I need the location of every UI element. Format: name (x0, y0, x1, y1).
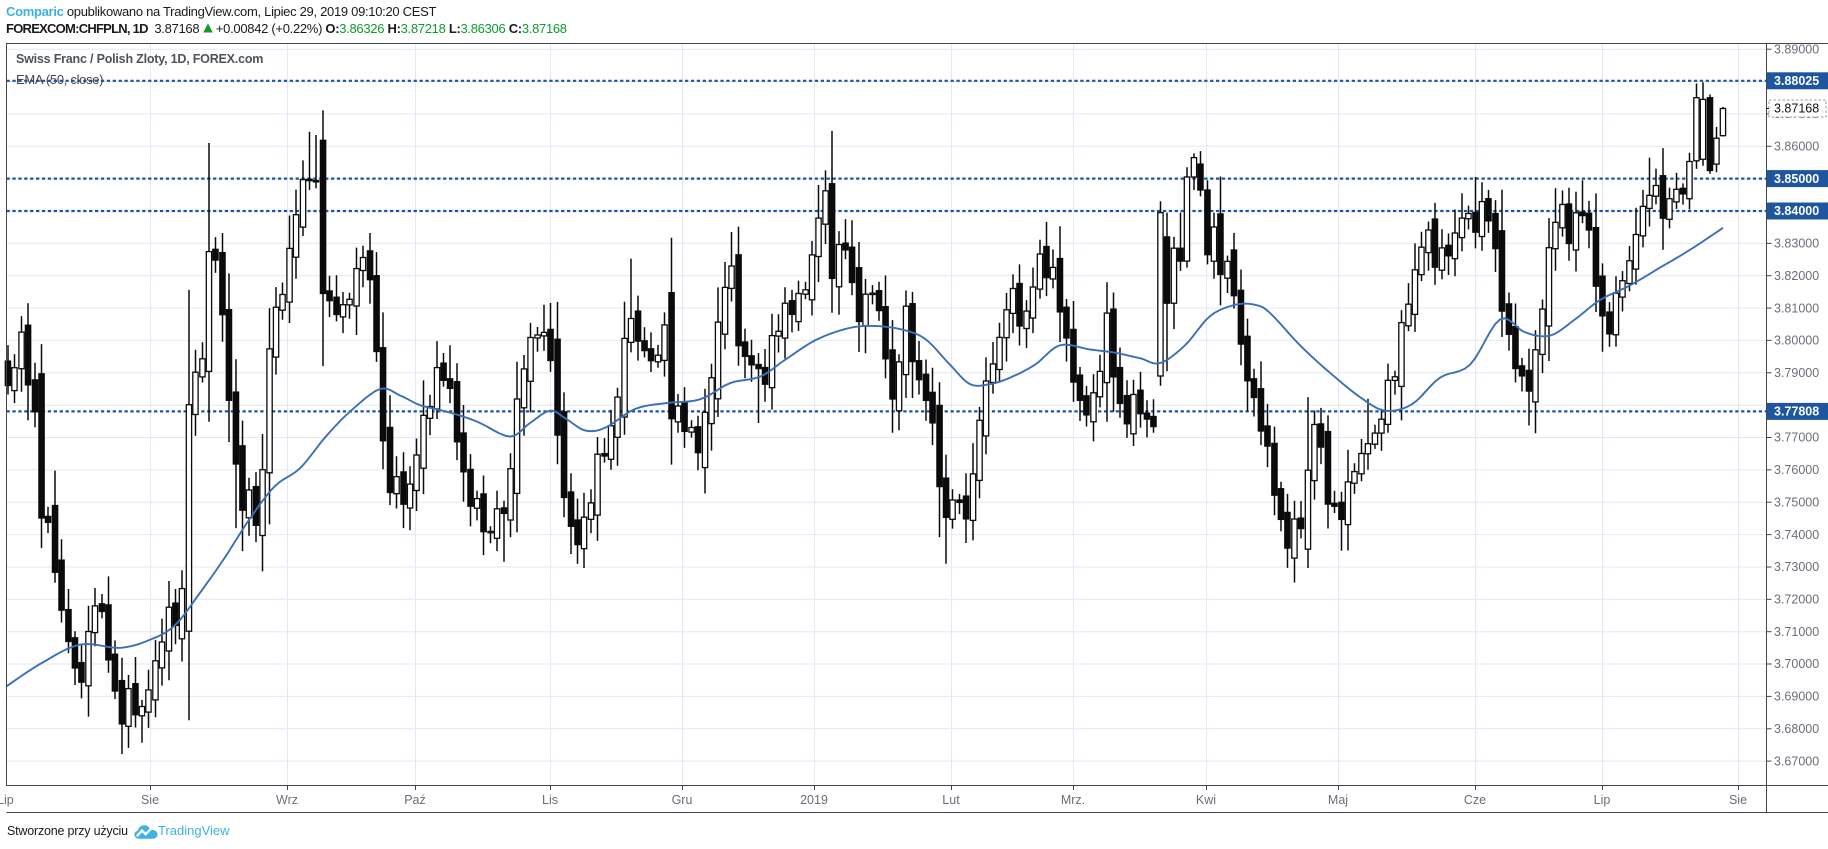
svg-text:3.72000: 3.72000 (1774, 593, 1819, 607)
svg-text:Cze: Cze (1464, 793, 1486, 807)
svg-text:3.67000: 3.67000 (1774, 754, 1819, 768)
svg-text:3.68000: 3.68000 (1774, 722, 1819, 736)
svg-text:Kwi: Kwi (1196, 793, 1216, 807)
svg-text:Paź: Paź (404, 793, 426, 807)
svg-text:3.75000: 3.75000 (1774, 495, 1819, 509)
svg-text:3.69000: 3.69000 (1774, 690, 1819, 704)
svg-text:3.81000: 3.81000 (1774, 301, 1819, 315)
svg-text:Lip: Lip (0, 793, 14, 807)
svg-text:3.82000: 3.82000 (1774, 269, 1819, 283)
svg-text:3.80000: 3.80000 (1774, 334, 1819, 348)
svg-text:3.77000: 3.77000 (1774, 431, 1819, 445)
svg-text:3.87168: 3.87168 (1774, 102, 1819, 116)
svg-text:3.74000: 3.74000 (1774, 528, 1819, 542)
svg-text:Gru: Gru (672, 793, 693, 807)
svg-text:2019: 2019 (800, 793, 828, 807)
svg-text:3.77808: 3.77808 (1774, 405, 1819, 419)
svg-text:Maj: Maj (1328, 793, 1348, 807)
svg-text:Wrz: Wrz (276, 793, 298, 807)
svg-text:Sie: Sie (1729, 793, 1747, 807)
svg-text:Lip: Lip (1594, 793, 1611, 807)
svg-text:3.83000: 3.83000 (1774, 237, 1819, 251)
svg-text:3.70000: 3.70000 (1774, 657, 1819, 671)
svg-text:Lut: Lut (942, 793, 960, 807)
svg-text:3.76000: 3.76000 (1774, 463, 1819, 477)
svg-text:3.88025: 3.88025 (1774, 74, 1819, 88)
svg-text:Mrz.: Mrz. (1061, 793, 1085, 807)
svg-text:Lis: Lis (542, 793, 558, 807)
svg-text:3.71000: 3.71000 (1774, 625, 1819, 639)
svg-text:Sie: Sie (141, 793, 159, 807)
svg-text:3.73000: 3.73000 (1774, 560, 1819, 574)
svg-text:3.84000: 3.84000 (1774, 204, 1819, 218)
svg-text:3.89000: 3.89000 (1774, 42, 1819, 56)
svg-text:3.86000: 3.86000 (1774, 140, 1819, 154)
svg-text:3.85000: 3.85000 (1774, 172, 1819, 186)
svg-text:3.79000: 3.79000 (1774, 366, 1819, 380)
